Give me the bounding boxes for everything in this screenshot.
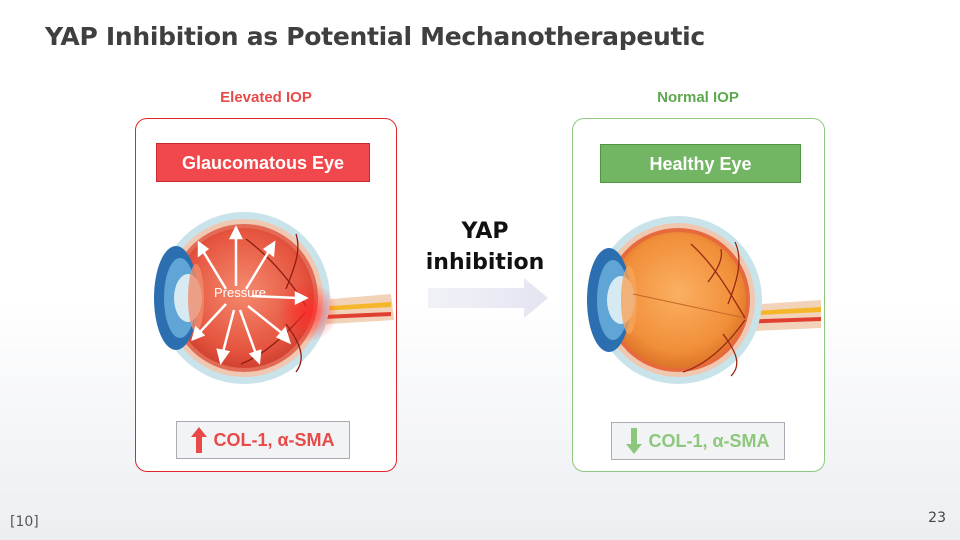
yap-label-line2: inhibition <box>425 250 545 275</box>
healthy-eye-illustration <box>587 216 821 384</box>
glaucomatous-eye-panel: Glaucomatous Eye <box>135 118 397 472</box>
markers-decreased-box: COL-1, α-SMA <box>611 422 785 460</box>
down-arrow-icon <box>626 428 643 454</box>
slide-title: YAP Inhibition as Potential Mechanothera… <box>45 22 705 51</box>
healthy-eye-label: Healthy Eye <box>600 144 801 183</box>
right-arrow-icon <box>428 278 548 318</box>
markers-increased-box: COL-1, α-SMA <box>176 421 350 459</box>
markers-decreased-text: COL-1, α-SMA <box>648 430 770 451</box>
pressure-label: Pressure <box>214 285 267 300</box>
up-arrow-icon <box>191 427 208 453</box>
page-number: 23 <box>928 510 946 526</box>
right-caption: Normal IOP <box>657 89 739 106</box>
glaucomatous-eye-label: Glaucomatous Eye <box>156 143 370 182</box>
yap-inhibition-label: YAP inhibition <box>420 216 550 278</box>
markers-increased-text: COL-1, α-SMA <box>213 429 335 450</box>
healthy-eye-panel: Healthy Eye COL-1, α-SMA <box>572 118 825 472</box>
left-caption: Elevated IOP <box>220 89 312 106</box>
yap-label-line1: YAP <box>461 219 509 244</box>
reference-number: [10] <box>10 514 39 530</box>
glaucomatous-eye-illustration <box>154 212 394 384</box>
